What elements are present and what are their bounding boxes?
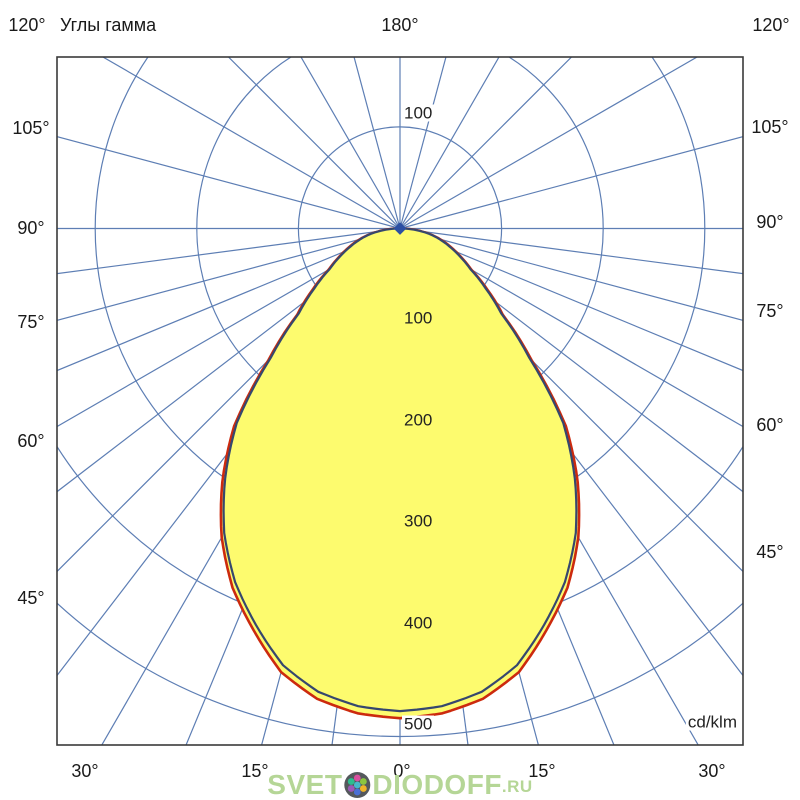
gamma-label-top-left: 120° — [8, 15, 46, 35]
gamma-label-left-60: 60° — [17, 431, 45, 451]
gamma-label-right-75: 75° — [756, 301, 784, 321]
radial-tick-100: 100 — [402, 308, 435, 328]
radial-unit-label: cd/klm — [685, 712, 739, 732]
radial-tick-400: 400 — [402, 613, 435, 633]
gamma-label-left-105: 105° — [12, 118, 50, 138]
gamma-label-bottom-0: 0° — [393, 761, 411, 781]
gamma-label-top-center: 180° — [381, 15, 419, 35]
gamma-label-left-90: 90° — [17, 218, 45, 238]
gamma-label-right-90: 90° — [756, 212, 784, 232]
gamma-label-top-right: 120° — [752, 15, 790, 35]
gamma-label-left-45: 45° — [17, 588, 45, 608]
gamma-label-right-45: 45° — [756, 542, 784, 562]
radial-tick-200: 200 — [402, 410, 435, 430]
gamma-label-right-105: 105° — [751, 117, 789, 137]
radial-tick-500: 500 — [402, 714, 435, 734]
chart-title: Углы гамма — [60, 15, 157, 35]
gamma-label-bottom-30l: 30° — [71, 761, 99, 781]
radial-tick-100-top: 100 — [402, 103, 435, 123]
watermark-suffix: .RU — [501, 777, 533, 796]
gamma-label-left-75: 75° — [17, 312, 45, 332]
watermark: SVET DIODOFF .RU — [267, 771, 532, 799]
gamma-label-bottom-15l: 15° — [241, 761, 269, 781]
gamma-label-bottom-15r: 15° — [528, 761, 556, 781]
watermark-text-left: SVET — [267, 769, 343, 800]
watermark-text-right: DIODOFF — [372, 769, 502, 800]
gamma-label-bottom-30r: 30° — [698, 761, 726, 781]
gamma-label-right-60: 60° — [756, 415, 784, 435]
watermark-logo-icon — [344, 772, 371, 798]
radial-tick-300: 300 — [402, 511, 435, 531]
